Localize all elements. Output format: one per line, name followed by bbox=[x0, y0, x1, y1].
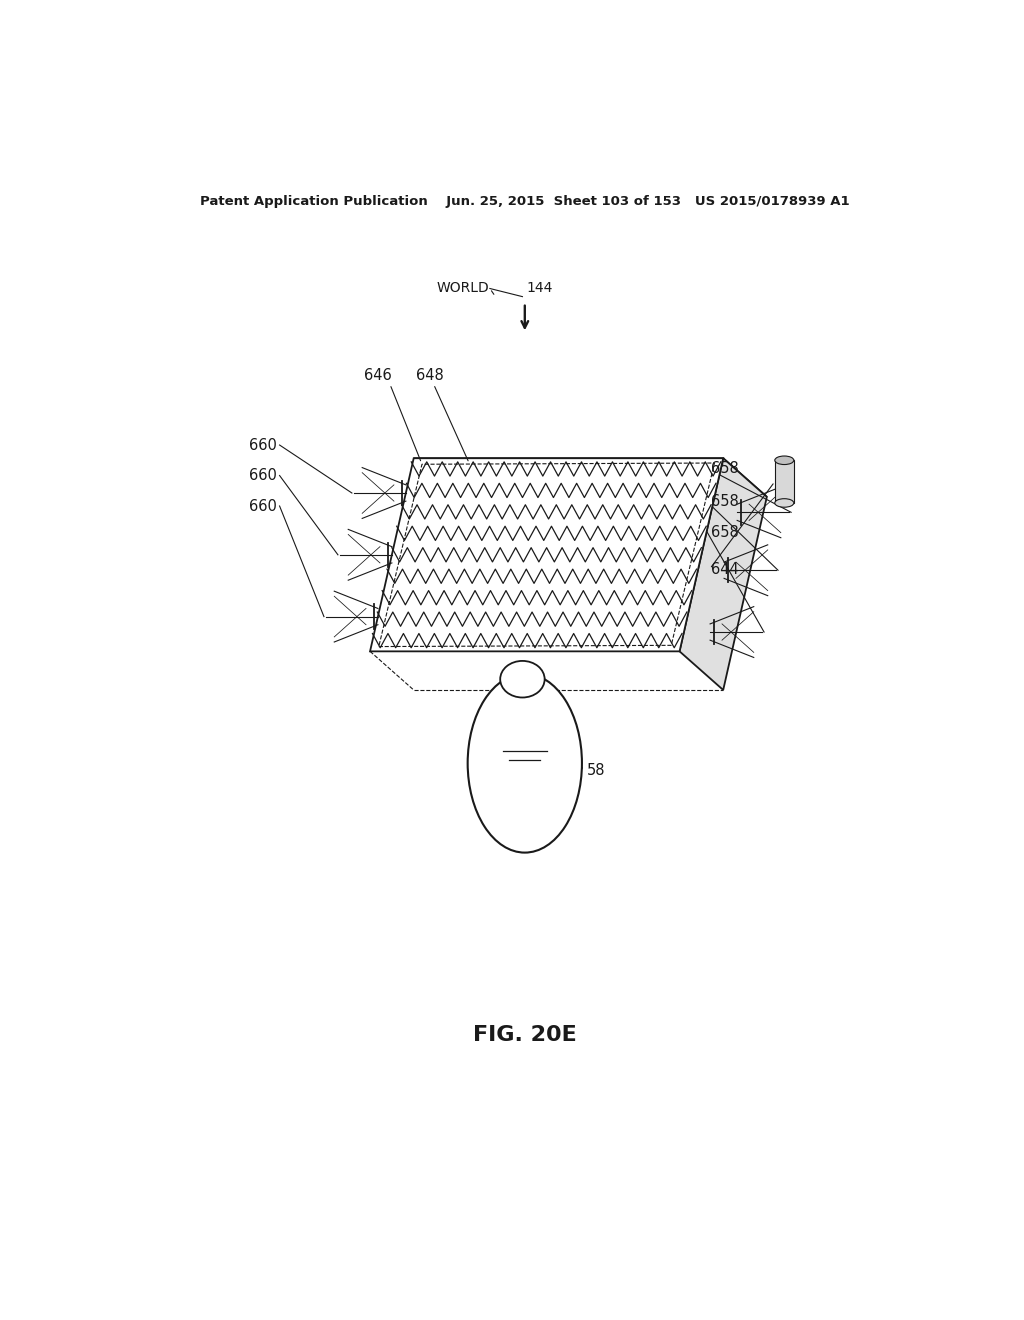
Text: WORLD: WORLD bbox=[436, 281, 489, 296]
Text: 660: 660 bbox=[249, 469, 278, 483]
Text: 144: 144 bbox=[526, 281, 553, 296]
Ellipse shape bbox=[775, 499, 794, 507]
Text: 646: 646 bbox=[365, 368, 392, 383]
Text: 658: 658 bbox=[712, 525, 739, 540]
Text: FIG. 20E: FIG. 20E bbox=[473, 1024, 577, 1044]
Polygon shape bbox=[370, 458, 723, 651]
Polygon shape bbox=[414, 458, 767, 496]
Text: 644: 644 bbox=[712, 561, 739, 577]
Text: 648: 648 bbox=[416, 368, 443, 383]
Polygon shape bbox=[680, 458, 767, 690]
Ellipse shape bbox=[775, 455, 794, 465]
Text: 658: 658 bbox=[712, 495, 739, 510]
Ellipse shape bbox=[500, 661, 545, 697]
Text: 660: 660 bbox=[249, 437, 278, 453]
Text: 660: 660 bbox=[249, 499, 278, 513]
Text: 58: 58 bbox=[587, 763, 605, 777]
Text: Patent Application Publication    Jun. 25, 2015  Sheet 103 of 153   US 2015/0178: Patent Application Publication Jun. 25, … bbox=[200, 194, 850, 207]
Polygon shape bbox=[775, 461, 794, 503]
Text: 658: 658 bbox=[712, 461, 739, 477]
Ellipse shape bbox=[468, 673, 582, 853]
